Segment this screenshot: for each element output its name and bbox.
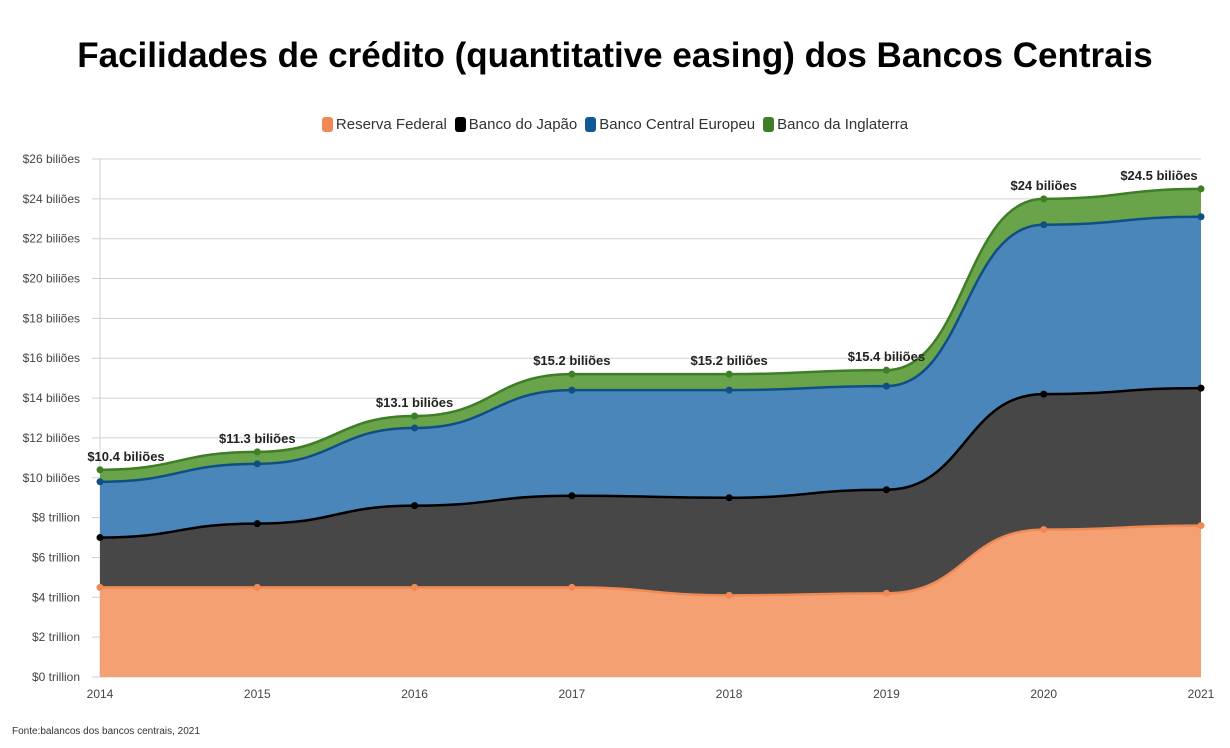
x-tick-label: 2016 [401, 687, 428, 701]
legend-label: Banco da Inglaterra [777, 116, 909, 133]
data-point [725, 591, 733, 599]
x-tick-label: 2020 [1030, 687, 1057, 701]
y-tick-label: $22 biliões [23, 232, 80, 246]
y-tick-label: $6 trillion [32, 550, 80, 564]
data-point [725, 494, 733, 502]
source-note: Fonte:balancos dos bancos centrais, 2021 [12, 726, 200, 737]
area-3 [100, 188, 1201, 482]
total-label: $15.2 biliões [690, 353, 767, 368]
series-line-1 [99, 386, 1202, 539]
area-1 [100, 388, 1201, 596]
x-tick-label: 2014 [87, 687, 114, 701]
legend: Reserva Federal Banco do Japão Banco Cen… [0, 116, 1230, 133]
legend-item-japan: Banco do Japão [454, 116, 578, 133]
chart-title: Facilidades de crédito (quantitative eas… [77, 36, 1153, 75]
area-0 [100, 525, 1201, 677]
y-tick-label: $2 trillion [32, 630, 80, 644]
data-point [253, 520, 261, 528]
y-tick-label: $16 biliões [23, 351, 80, 365]
series-line-0 [100, 524, 1202, 597]
data-point [568, 370, 576, 378]
data-point [411, 583, 419, 591]
total-label: $15.2 biliões [533, 353, 610, 368]
area-2 [100, 216, 1201, 538]
y-tick-label: $26 biliões [23, 152, 80, 166]
total-label: $10.4 biliões [87, 449, 164, 464]
data-point [96, 534, 104, 542]
legend-item-boe: Banco da Inglaterra [763, 116, 908, 133]
data-point [1197, 185, 1205, 193]
legend-swatch [585, 117, 597, 132]
x-tick-label: 2015 [244, 687, 271, 701]
series-line-2 [99, 215, 1202, 484]
data-point [96, 466, 104, 474]
y-tick-label: $14 biliões [23, 391, 80, 405]
data-point [725, 370, 733, 378]
x-tick-label: 2019 [873, 687, 900, 701]
data-point [253, 583, 261, 591]
legend-label: Banco Central Europeu [599, 116, 756, 133]
x-tick-label: 2017 [559, 687, 586, 701]
data-point [253, 448, 261, 456]
data-point [1040, 195, 1048, 203]
legend-label: Banco do Japão [468, 116, 578, 133]
data-point [1197, 384, 1205, 392]
y-tick-label: $18 biliões [23, 311, 80, 325]
y-tick-label: $8 trillion [32, 511, 80, 525]
legend-label: Reserva Federal [335, 116, 447, 133]
x-tick-label: 2018 [716, 687, 743, 701]
data-point [882, 366, 890, 374]
total-label: $24.5 biliões [1120, 168, 1197, 183]
data-point [882, 589, 890, 597]
data-point [568, 492, 576, 500]
data-point [725, 386, 733, 394]
data-point [1197, 522, 1205, 530]
y-tick-label: $24 biliões [23, 192, 80, 206]
data-point [568, 583, 576, 591]
total-label: $11.3 biliões [219, 431, 296, 446]
legend-swatch [321, 117, 333, 132]
total-label: $13.1 biliões [376, 395, 453, 410]
legend-swatch [454, 117, 466, 132]
data-point [1040, 390, 1048, 398]
y-tick-label: $20 biliões [23, 272, 80, 286]
data-point [96, 478, 104, 486]
data-point [96, 583, 104, 591]
total-label: $15.4 biliões [848, 349, 925, 364]
data-point [253, 460, 261, 468]
y-tick-label: $10 biliões [23, 471, 80, 485]
y-tick-label: $4 trillion [32, 590, 80, 604]
data-point [1040, 526, 1048, 534]
y-tick-label: $0 trillion [32, 670, 80, 684]
x-tick-label: 2021 [1188, 687, 1215, 701]
y-tick-label: $12 biliões [23, 431, 80, 445]
data-point [1040, 221, 1048, 229]
legend-item-ecb: Banco Central Europeu [585, 116, 755, 133]
data-point [411, 412, 419, 420]
data-point [411, 424, 419, 432]
data-point [1197, 213, 1205, 221]
legend-swatch [763, 117, 775, 132]
data-point [882, 486, 890, 494]
data-point [568, 386, 576, 394]
data-point [411, 502, 419, 510]
total-label: $24 biliões [1010, 178, 1076, 193]
data-point [882, 382, 890, 390]
series-line-3 [99, 187, 1202, 472]
legend-item-fed: Reserva Federal [321, 116, 447, 133]
